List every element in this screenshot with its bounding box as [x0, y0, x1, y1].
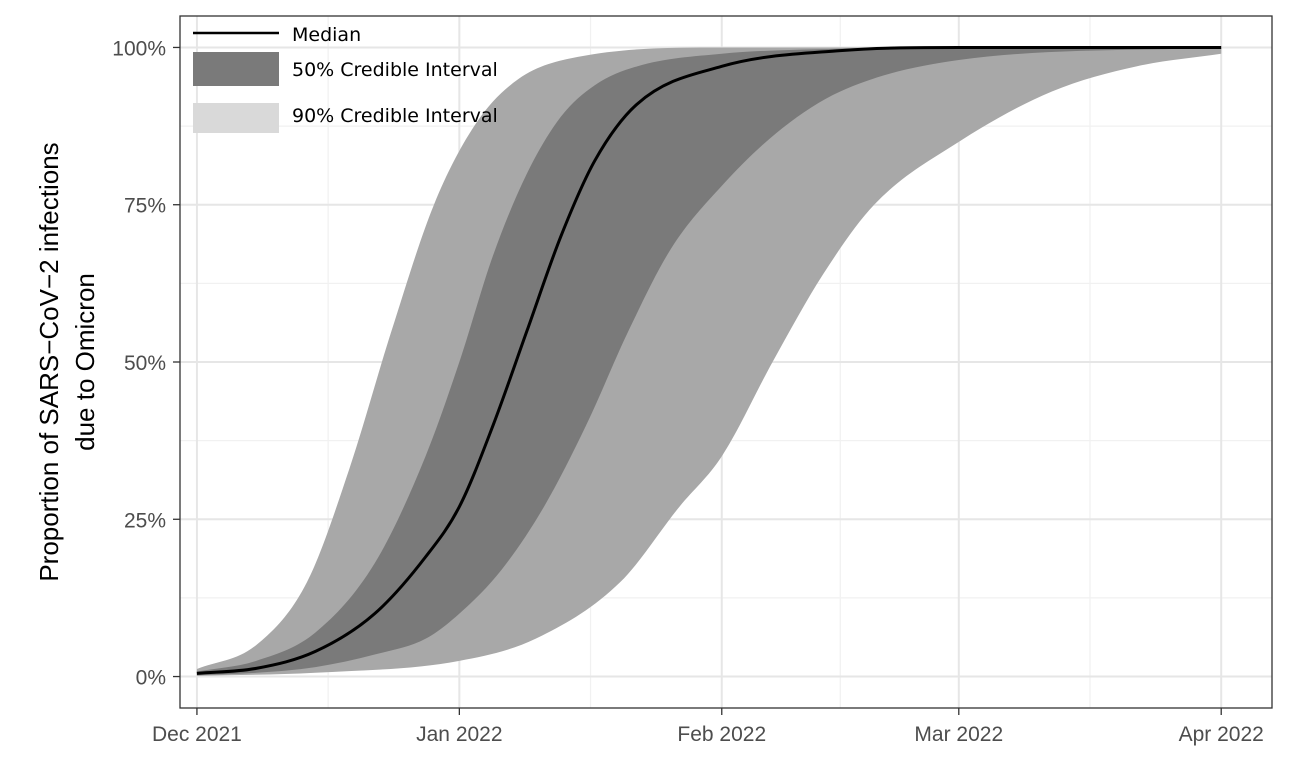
x-tick-label: Apr 2022: [1179, 723, 1264, 746]
y-tick-label: 75%: [124, 195, 166, 218]
x-tick-label: Mar 2022: [914, 723, 1003, 746]
x-tick-label: Feb 2022: [677, 723, 766, 746]
legend-label-90ci: 90% Credible Interval: [292, 105, 498, 127]
y-tick-label: 50%: [124, 352, 166, 375]
legend-label-50ci: 50% Credible Interval: [292, 59, 498, 81]
y-axis-title-line-1: Proportion of SARS−CoV−2 infections: [34, 142, 64, 581]
y-tick-label: 0%: [136, 667, 166, 690]
legend-key-90ci: [193, 103, 279, 133]
x-tick-label: Jan 2022: [416, 723, 502, 746]
y-axis-title-line-2: due to Omicron: [70, 273, 100, 451]
y-tick-label: 100%: [112, 37, 166, 60]
median-layer: [196, 45, 1222, 675]
y-axis: 0% 25% 50% 75% 100%: [112, 37, 180, 690]
median-line: [196, 45, 1222, 675]
legend: Median 50% Credible Interval 90% Credibl…: [193, 24, 498, 133]
y-tick-label: 25%: [124, 509, 166, 532]
legend-label-median: Median: [292, 24, 361, 46]
x-tick-label: Dec 2021: [152, 723, 242, 746]
legend-key-50ci: [193, 52, 279, 86]
x-axis: Dec 2021 Jan 2022 Feb 2022 Mar 2022 Apr 2022: [152, 708, 1264, 746]
y-axis-title: Proportion of SARS−CoV−2 infections due …: [34, 142, 100, 581]
